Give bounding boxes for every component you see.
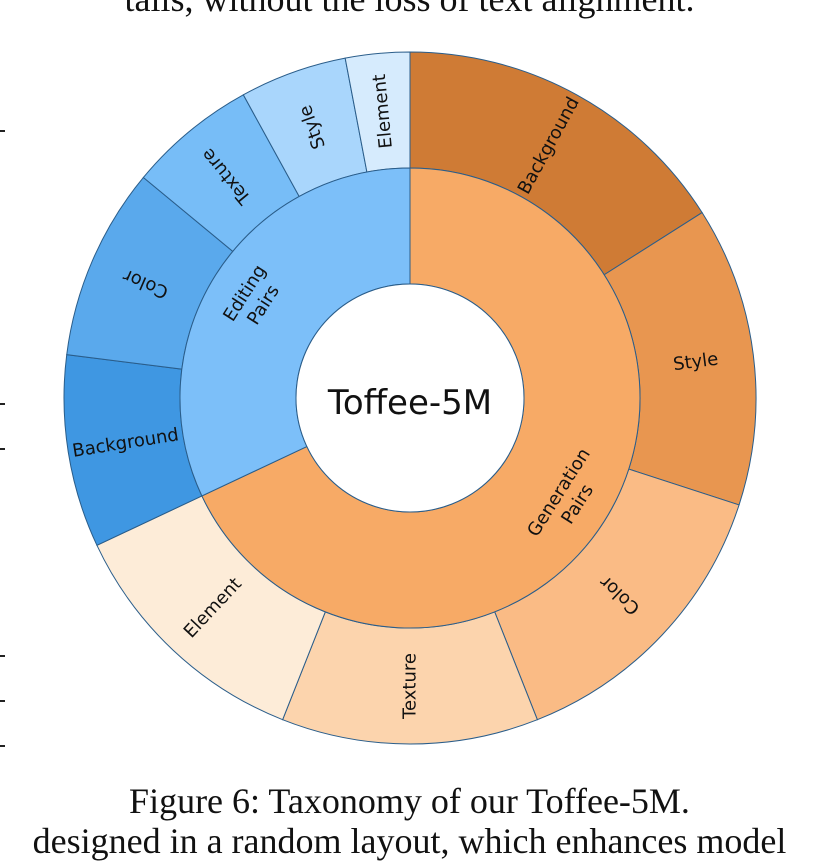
margin-mark xyxy=(0,700,5,702)
body-text-top: tails, without the loss of text alignmen… xyxy=(0,0,819,20)
margin-mark xyxy=(0,745,5,747)
margin-mark xyxy=(0,448,5,450)
center-hole xyxy=(295,283,525,513)
body-text-bottom: designed in a random layout, which enhan… xyxy=(32,821,787,861)
margin-mark xyxy=(0,655,5,657)
outer-label-generation-pairs-texture: Texture xyxy=(400,653,421,720)
margin-mark xyxy=(0,130,5,132)
center-label: Toffee-5M xyxy=(327,383,492,423)
figure-caption: Figure 6: Taxonomy of our Toffee-5M. xyxy=(129,781,690,821)
outer-ring xyxy=(63,51,757,745)
margin-mark xyxy=(0,403,5,405)
